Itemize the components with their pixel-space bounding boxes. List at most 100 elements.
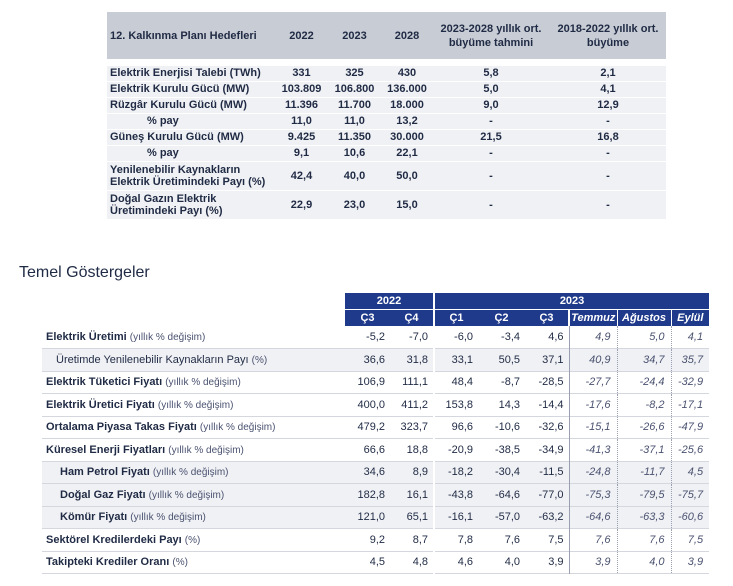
table-row: Ham Petrol Fiyatı (yıllık % değişim) 34,…	[42, 461, 710, 484]
row-label: Elektrik Tüketici Fiyatı	[46, 376, 163, 389]
row-label: Üretimde Yenilenebilir Kaynakların Payı	[56, 353, 249, 366]
table-row: Sektörel Kredilerdeki Payı (%) 9,2 8,7 7…	[42, 528, 710, 551]
cell-monthly: -37,1	[616, 438, 672, 461]
period-header: Ç4	[404, 311, 419, 324]
row-unit: (yıllık % değişim)	[152, 467, 229, 479]
cell-value: 4,8	[412, 556, 429, 569]
cell-2022: 103.809	[276, 80, 327, 97]
section-title: Temel Göstergeler	[19, 264, 150, 281]
cell-growth-estimate: -	[432, 160, 550, 190]
cell-growth-estimate: 5,0	[432, 80, 550, 97]
cell-value: -64,6	[494, 488, 521, 501]
cell-growth-history: -	[550, 144, 666, 161]
month-header: Ağustos	[616, 309, 672, 326]
cell-value: 4,0	[504, 556, 521, 569]
cell-monthly: -27,7	[568, 371, 618, 394]
cell-monthly: 3,9	[670, 551, 710, 574]
cell-monthly: -11,7	[616, 461, 672, 484]
cell-value: 34,6	[363, 466, 385, 479]
targets-header-2022: 2022	[289, 29, 314, 42]
cell-2022: 11.396	[276, 96, 327, 113]
row-unit: (%)	[172, 557, 188, 569]
period-header: Ç1	[433, 309, 479, 326]
row-label: Yenilenebilir Kaynakların Elektrik Üreti…	[107, 160, 276, 190]
period-header: Ç3	[539, 311, 554, 324]
cell-value: 4,5	[369, 556, 385, 569]
targets-header-row: 12. Kalkınma Planı Hedefleri 2022 2023 2…	[107, 12, 666, 59]
table-row: Elektrik Kurulu Gücü (MW) 103.809 106.80…	[107, 80, 666, 97]
cell-value: 121,0	[357, 511, 385, 524]
row-unit: (yıllık % değişim)	[165, 377, 241, 389]
table-row: Üretimde Yenilenebilir Kaynakların Payı …	[42, 348, 710, 371]
cell-monthly: -63,3	[616, 506, 672, 529]
cell-value: -16,1	[433, 506, 479, 529]
cell-2023: 10,6	[327, 144, 382, 161]
cell-value: -38,5	[494, 443, 521, 456]
cell-monthly: -60,6	[670, 506, 710, 529]
cell-monthly: -26,6	[616, 416, 672, 439]
cell-value: 9,2	[369, 533, 385, 546]
cell-value: -6,0	[433, 326, 479, 349]
row-label: Sektörel Kredilerdeki Payı	[46, 533, 182, 546]
cell-growth-history: 2,1	[550, 64, 666, 81]
cell-monthly: 5,0	[616, 326, 672, 349]
table-row: Elektrik Tüketici Fiyatı (yıllık % değiş…	[42, 371, 710, 394]
cell-value: 33,1	[433, 348, 479, 371]
cell-2028: 136.000	[382, 80, 432, 97]
cell-2023: 106.800	[327, 80, 382, 97]
row-label: Kömür Fiyatı	[60, 511, 128, 524]
row-label: Takipteki Krediler Oranı	[46, 556, 170, 569]
cell-value: -14,4	[538, 398, 564, 411]
cell-monthly: -24,8	[568, 461, 618, 484]
cell-monthly: 4,1	[670, 326, 710, 349]
cell-value: 31,8	[406, 353, 429, 366]
development-plan-targets-table: 12. Kalkınma Planı Hedefleri 2022 2023 2…	[107, 12, 666, 219]
cell-value: -20,9	[433, 438, 479, 461]
row-unit: (yıllık % değişim)	[129, 332, 206, 343]
row-label: Elektrik Üretimi	[46, 331, 127, 343]
cell-value: 323,7	[400, 421, 429, 434]
cell-2028: 22,1	[382, 144, 432, 161]
cell-value: -30,4	[494, 466, 521, 479]
targets-header-2023: 2023	[342, 29, 367, 42]
row-label: Ham Petrol Fiyatı	[60, 466, 150, 479]
cell-value: 66,6	[363, 443, 385, 456]
cell-monthly: 4,0	[616, 551, 672, 574]
cell-value: 65,1	[406, 511, 429, 524]
cell-value: 7,5	[548, 533, 564, 546]
cell-growth-history: -	[550, 189, 666, 219]
row-label: Doğal Gazın Elektrik Üretimindeki Payı (…	[107, 189, 276, 219]
cell-monthly: 3,9	[568, 551, 618, 574]
cell-value: -11,5	[539, 466, 564, 479]
cell-monthly: -79,5	[616, 483, 672, 506]
header-blank	[42, 309, 345, 326]
cell-monthly: -32,9	[670, 371, 710, 394]
cell-value: 400,0	[357, 398, 385, 411]
cell-value: -18,2	[433, 461, 479, 484]
cell-value: -32,6	[538, 421, 564, 434]
targets-header-2028: 2028	[394, 29, 420, 42]
row-label: Küresel Enerji Fiyatları	[46, 443, 166, 456]
cell-monthly: -41,3	[568, 438, 618, 461]
row-label: Doğal Gaz Fiyatı	[60, 488, 146, 501]
cell-value: -5,2	[366, 331, 385, 343]
cell-value: 8,7	[412, 533, 429, 546]
cell-monthly: -25,6	[670, 438, 710, 461]
table-row: Elektrik Enerjisi Talebi (TWh) 331 325 4…	[107, 64, 666, 81]
table-row: Küresel Enerji Fiyatları (yıllık % değiş…	[42, 438, 710, 461]
period-header: Ç2	[494, 311, 509, 324]
table-row: % pay 11,0 11,0 13,2 - -	[107, 112, 666, 129]
cell-monthly: -64,6	[568, 506, 618, 529]
table-row: Elektrik Üretici Fiyatı (yıllık % değişi…	[42, 393, 710, 416]
cell-monthly: 7,6	[568, 528, 618, 551]
table-row: Güneş Kurulu Gücü (MW) 9.425 11.350 30.0…	[107, 128, 666, 145]
cell-2028: 15,0	[382, 189, 432, 219]
row-label: Güneş Kurulu Gücü (MW)	[107, 128, 276, 145]
period-header-row: Ç3 Ç4 Ç1 Ç2 Ç3 Temmuz Ağustos Eylül	[42, 309, 710, 326]
cell-monthly: 34,7	[616, 348, 672, 371]
row-label: Ortalama Piyasa Takas Fiyatı	[46, 421, 197, 434]
cell-growth-estimate: -	[432, 189, 550, 219]
row-label: Elektrik Kurulu Gücü (MW)	[107, 80, 276, 97]
cell-2028: 13,2	[382, 112, 432, 129]
cell-value: 106,9	[357, 376, 385, 389]
